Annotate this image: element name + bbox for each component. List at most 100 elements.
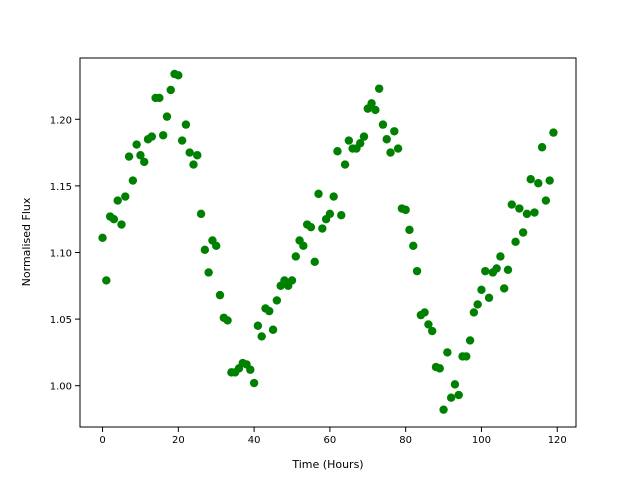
- point: [291, 252, 300, 261]
- point: [473, 300, 482, 309]
- point: [117, 220, 126, 229]
- point: [306, 222, 316, 232]
- point: [121, 192, 130, 201]
- y-tick-label: 1.05: [50, 315, 72, 326]
- point: [443, 348, 452, 357]
- point: [310, 257, 319, 267]
- point: [420, 308, 429, 317]
- point: [185, 148, 194, 157]
- x-tick-label: 40: [248, 435, 261, 446]
- x-tick-label: 20: [172, 435, 185, 446]
- point: [424, 320, 433, 329]
- x-tick-label: 100: [472, 435, 491, 446]
- point: [268, 325, 278, 334]
- point: [98, 233, 107, 243]
- point: [428, 326, 437, 336]
- point: [412, 266, 422, 276]
- point: [450, 380, 460, 389]
- point: [439, 405, 448, 414]
- point: [541, 196, 551, 205]
- point: [249, 378, 259, 388]
- point: [340, 160, 350, 169]
- point: [193, 151, 202, 160]
- point: [344, 136, 354, 145]
- point: [545, 176, 554, 185]
- y-tick-label: 1.00: [50, 382, 72, 393]
- point: [401, 205, 410, 215]
- point: [189, 160, 198, 169]
- y-tick-label: 1.10: [50, 248, 72, 259]
- x-tick-label: 120: [548, 435, 567, 446]
- point: [496, 252, 505, 261]
- point: [147, 132, 157, 141]
- point: [526, 175, 535, 184]
- point: [265, 306, 274, 316]
- point: [318, 224, 327, 233]
- point: [356, 139, 365, 148]
- point: [253, 321, 263, 330]
- point: [299, 241, 308, 251]
- point: [518, 228, 528, 237]
- point: [393, 144, 403, 153]
- point: [287, 276, 297, 285]
- point: [537, 143, 547, 152]
- point: [155, 93, 164, 103]
- plot-frame: [79, 57, 577, 428]
- point: [530, 208, 539, 217]
- point: [136, 151, 145, 160]
- point: [196, 209, 206, 219]
- y-axis-label: Normalised Flux: [20, 197, 33, 286]
- point: [337, 210, 346, 220]
- x-tick-label: 80: [399, 435, 412, 446]
- x-tick-label: 0: [99, 435, 105, 446]
- point: [515, 204, 524, 213]
- point: [177, 136, 187, 145]
- point: [314, 189, 323, 199]
- point: [484, 293, 494, 302]
- point: [109, 214, 119, 224]
- point: [477, 285, 486, 294]
- y-tick-label: 1.20: [50, 115, 72, 126]
- point: [329, 192, 338, 201]
- point: [223, 316, 232, 325]
- y-tick-label: 1.15: [50, 182, 72, 193]
- point: [522, 209, 532, 219]
- point: [454, 390, 463, 400]
- point: [272, 296, 282, 305]
- point: [507, 200, 516, 209]
- point: [113, 196, 122, 205]
- point: [367, 99, 376, 108]
- point: [435, 364, 444, 373]
- point: [325, 209, 335, 219]
- point: [382, 135, 391, 144]
- point: [140, 157, 149, 167]
- point: [374, 84, 384, 93]
- point: [166, 85, 175, 95]
- point: [158, 131, 168, 140]
- point: [174, 71, 183, 80]
- point: [405, 225, 414, 235]
- x-tick-label: 60: [324, 435, 337, 446]
- point: [162, 112, 172, 121]
- point: [503, 265, 513, 275]
- point: [371, 105, 380, 115]
- point: [549, 128, 558, 137]
- point: [446, 393, 456, 402]
- point: [511, 237, 520, 247]
- point: [257, 332, 266, 341]
- point: [409, 241, 418, 251]
- point: [378, 120, 388, 129]
- point: [390, 127, 399, 136]
- point: [359, 132, 369, 141]
- point: [181, 120, 191, 129]
- point: [212, 241, 221, 251]
- point: [128, 176, 138, 185]
- point: [492, 264, 501, 273]
- point: [462, 352, 471, 361]
- point: [469, 308, 479, 317]
- point: [465, 336, 475, 345]
- point: [124, 152, 134, 161]
- point: [200, 245, 210, 255]
